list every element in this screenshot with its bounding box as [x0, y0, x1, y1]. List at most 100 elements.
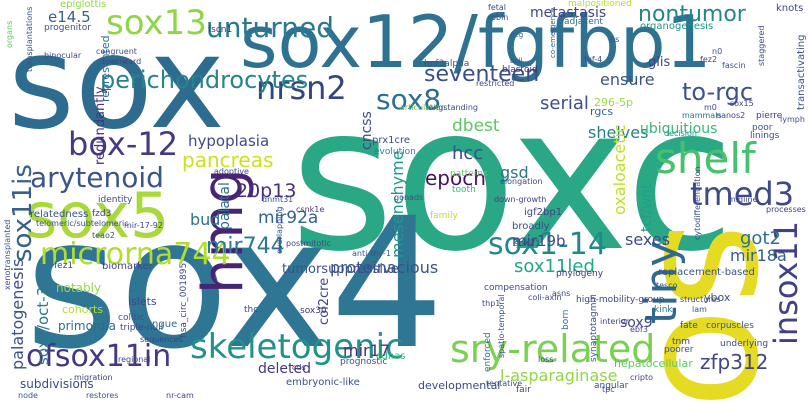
word: anti-thy-1 [352, 249, 391, 258]
word: perichondrocytes [100, 66, 309, 94]
word: thc [244, 305, 259, 315]
word: kink [654, 305, 673, 315]
word: got2 [740, 228, 781, 249]
word: cds [292, 363, 306, 372]
word: fscn1 [208, 25, 233, 35]
word: embryonic-like [286, 377, 360, 388]
word: compensation [484, 283, 548, 293]
word: bell [510, 57, 523, 65]
word: mir92a [258, 208, 319, 228]
word: 296-5p [594, 96, 633, 109]
word: hsa_circ_001895 [179, 262, 189, 338]
word: subdivisions [20, 377, 94, 391]
word: angular [594, 381, 629, 391]
word: ebf3 [630, 325, 648, 334]
word: nontumor [638, 2, 746, 27]
word: dnmt31 [262, 195, 294, 204]
word: dbest [452, 116, 500, 136]
word: postmitotic [286, 239, 332, 248]
word: regional [118, 355, 151, 364]
word: shelves [588, 123, 649, 142]
word: seventeen [424, 62, 540, 87]
word: midline [728, 195, 758, 204]
word: serial [540, 93, 589, 114]
word: restores [86, 391, 119, 400]
word: restricted [476, 79, 515, 88]
word: fez2 [700, 55, 718, 64]
word: epiglottis [60, 0, 107, 10]
word: skeletogenic [190, 327, 404, 367]
word: corpuscles [706, 321, 754, 331]
word: fascin [722, 61, 746, 70]
word: metastasis [530, 5, 607, 21]
word: sox1-14 [488, 227, 607, 262]
word: csnk1e [296, 205, 325, 214]
word: migration [74, 373, 113, 382]
word: sox15 [730, 99, 754, 108]
word: gonads [394, 193, 424, 202]
word: tmed3 [690, 175, 795, 213]
word: binocular [44, 51, 82, 60]
word: organogenesis [640, 21, 714, 32]
word: congruent [96, 47, 137, 56]
word: sox11led [514, 256, 595, 277]
word: tumorsuppressive [282, 262, 399, 277]
word: sox12/fgfbp1 [240, 0, 712, 84]
word: mir744 [206, 234, 285, 259]
word: telomeric/subtelomeric [36, 219, 129, 228]
word: tesco [656, 281, 678, 290]
word: colitic [118, 313, 145, 323]
word: to-rgc [682, 78, 754, 106]
word: nr-cam [166, 391, 194, 400]
word: biomarker [102, 261, 153, 272]
word: shelf [655, 134, 756, 183]
word: zfp312 [700, 350, 769, 374]
word: proteinacious [330, 258, 439, 277]
word: teao2 [92, 231, 115, 240]
word: oxaloacetic [610, 124, 629, 215]
word: rgcs [590, 105, 614, 118]
word: transactivating [796, 34, 807, 110]
word: sry-related [450, 327, 656, 371]
word: epoch [425, 166, 486, 190]
word: fzd3 [92, 209, 112, 219]
word: mir18a [730, 246, 787, 265]
word: tcf/wnt [639, 183, 655, 232]
word: adjacent [564, 17, 603, 27]
word: nrsn2 [256, 69, 347, 107]
word: hypoplasia [188, 132, 270, 150]
word: pancreas [182, 148, 274, 172]
word: igf2bp1 [524, 207, 563, 218]
word: tentative [486, 379, 523, 388]
word: arytenoid [30, 161, 164, 194]
word: fez1 [54, 261, 74, 271]
word: underlying [720, 339, 769, 349]
word: processes [766, 205, 806, 214]
word: nanos2 [716, 111, 746, 120]
word: mir17 [343, 341, 390, 360]
word: elongation [500, 177, 543, 186]
word: xenotransplanted [3, 219, 12, 290]
word: primordia [58, 319, 116, 333]
word: m0 [704, 103, 717, 112]
word: blastoid [502, 65, 538, 75]
word: tongue [142, 319, 178, 330]
word: co-emergence [549, 7, 557, 58]
word: fair [516, 385, 531, 395]
word: prx1cre [372, 135, 411, 146]
word: deleted [258, 361, 311, 377]
word: identity [98, 195, 133, 205]
word: robin [488, 13, 509, 22]
word: notably [56, 281, 102, 295]
word: adoptive [214, 167, 249, 176]
word: e14.5 [48, 8, 91, 26]
word: longstanding [426, 103, 478, 112]
word: deg [510, 31, 524, 39]
word: sox30 [300, 306, 327, 316]
word: microrna744 [40, 237, 231, 272]
word: down-growth [494, 195, 547, 204]
word: replacement-based [658, 267, 755, 278]
word: l-asparaginase [500, 366, 618, 385]
word: ybox [704, 291, 731, 304]
word: islets [128, 295, 157, 308]
